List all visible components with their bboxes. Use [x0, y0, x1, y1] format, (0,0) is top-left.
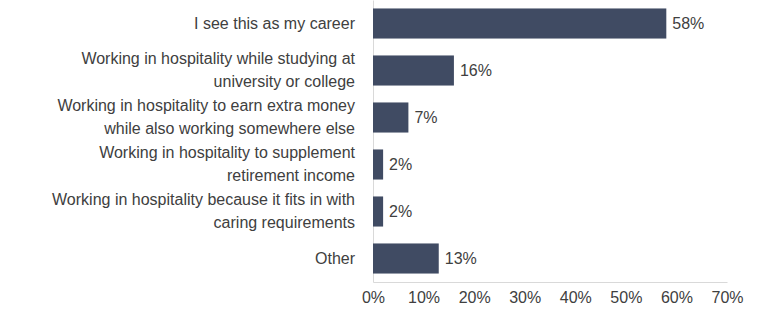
x-tick-label: 0%: [362, 289, 385, 306]
bar: [373, 102, 408, 132]
x-axis: 0% 10% 20% 30% 40% 50% 60% 70%: [362, 282, 744, 306]
y-tick-label: Other: [315, 250, 356, 267]
x-tick: 70%: [711, 282, 743, 306]
y-tick: I see this as my career: [194, 15, 373, 32]
data-label: 16%: [460, 62, 492, 79]
y-tick: Other: [315, 250, 373, 267]
plot: 0% 10% 20% 30% 40% 50% 60% 70% I see this as my …: [52, 1, 743, 307]
x-tick: 40%: [560, 282, 592, 306]
x-tick-label: 50%: [610, 289, 642, 306]
y-tick-label: Working in hospitality to supplementreti…: [99, 144, 355, 184]
bar: [373, 55, 454, 85]
x-tick-label: 20%: [459, 289, 491, 306]
bar: [373, 243, 439, 273]
data-label: 7%: [414, 109, 437, 126]
y-tick: Working in hospitality because it fits i…: [52, 191, 373, 231]
data-label: 2%: [389, 156, 412, 173]
y-tick-label: I see this as my career: [194, 15, 356, 32]
y-axis: I see this as my career Working in hospit…: [52, 1, 373, 283]
y-tick-label: Working in hospitality while studying at…: [81, 50, 355, 90]
bar: [373, 196, 383, 226]
y-tick: Working in hospitality to earn extra mon…: [57, 97, 373, 137]
x-tick-label: 70%: [711, 289, 743, 306]
y-axis-line: [373, 1, 374, 283]
x-tick-label: 60%: [661, 289, 693, 306]
x-tick: 20%: [459, 282, 491, 306]
x-axis-line: [374, 282, 728, 283]
x-tick: 10%: [408, 282, 440, 306]
data-label: 2%: [389, 203, 412, 220]
x-tick: 0%: [362, 282, 385, 306]
x-tick-label: 30%: [509, 289, 541, 306]
x-tick-label: 40%: [560, 289, 592, 306]
data-labels: 58% 16% 7% 2% 2% 13%: [389, 15, 704, 267]
y-tick: Working in hospitality to supplementreti…: [99, 144, 373, 184]
data-label: 13%: [445, 250, 477, 267]
y-tick: Working in hospitality while studying at…: [81, 50, 373, 90]
x-tick: 60%: [661, 282, 693, 306]
y-tick-label: Working in hospitality because it fits i…: [52, 191, 355, 231]
bar: [373, 149, 383, 179]
x-tick: 50%: [610, 282, 642, 306]
x-tick: 30%: [509, 282, 541, 306]
data-label: 58%: [672, 15, 704, 32]
chart: 0% 10% 20% 30% 40% 50% 60% 70% I see this as my …: [0, 0, 757, 314]
x-tick-label: 10%: [408, 289, 440, 306]
y-tick-label: Working in hospitality to earn extra mon…: [57, 97, 355, 137]
bars: [373, 8, 666, 273]
bar: [373, 8, 666, 38]
